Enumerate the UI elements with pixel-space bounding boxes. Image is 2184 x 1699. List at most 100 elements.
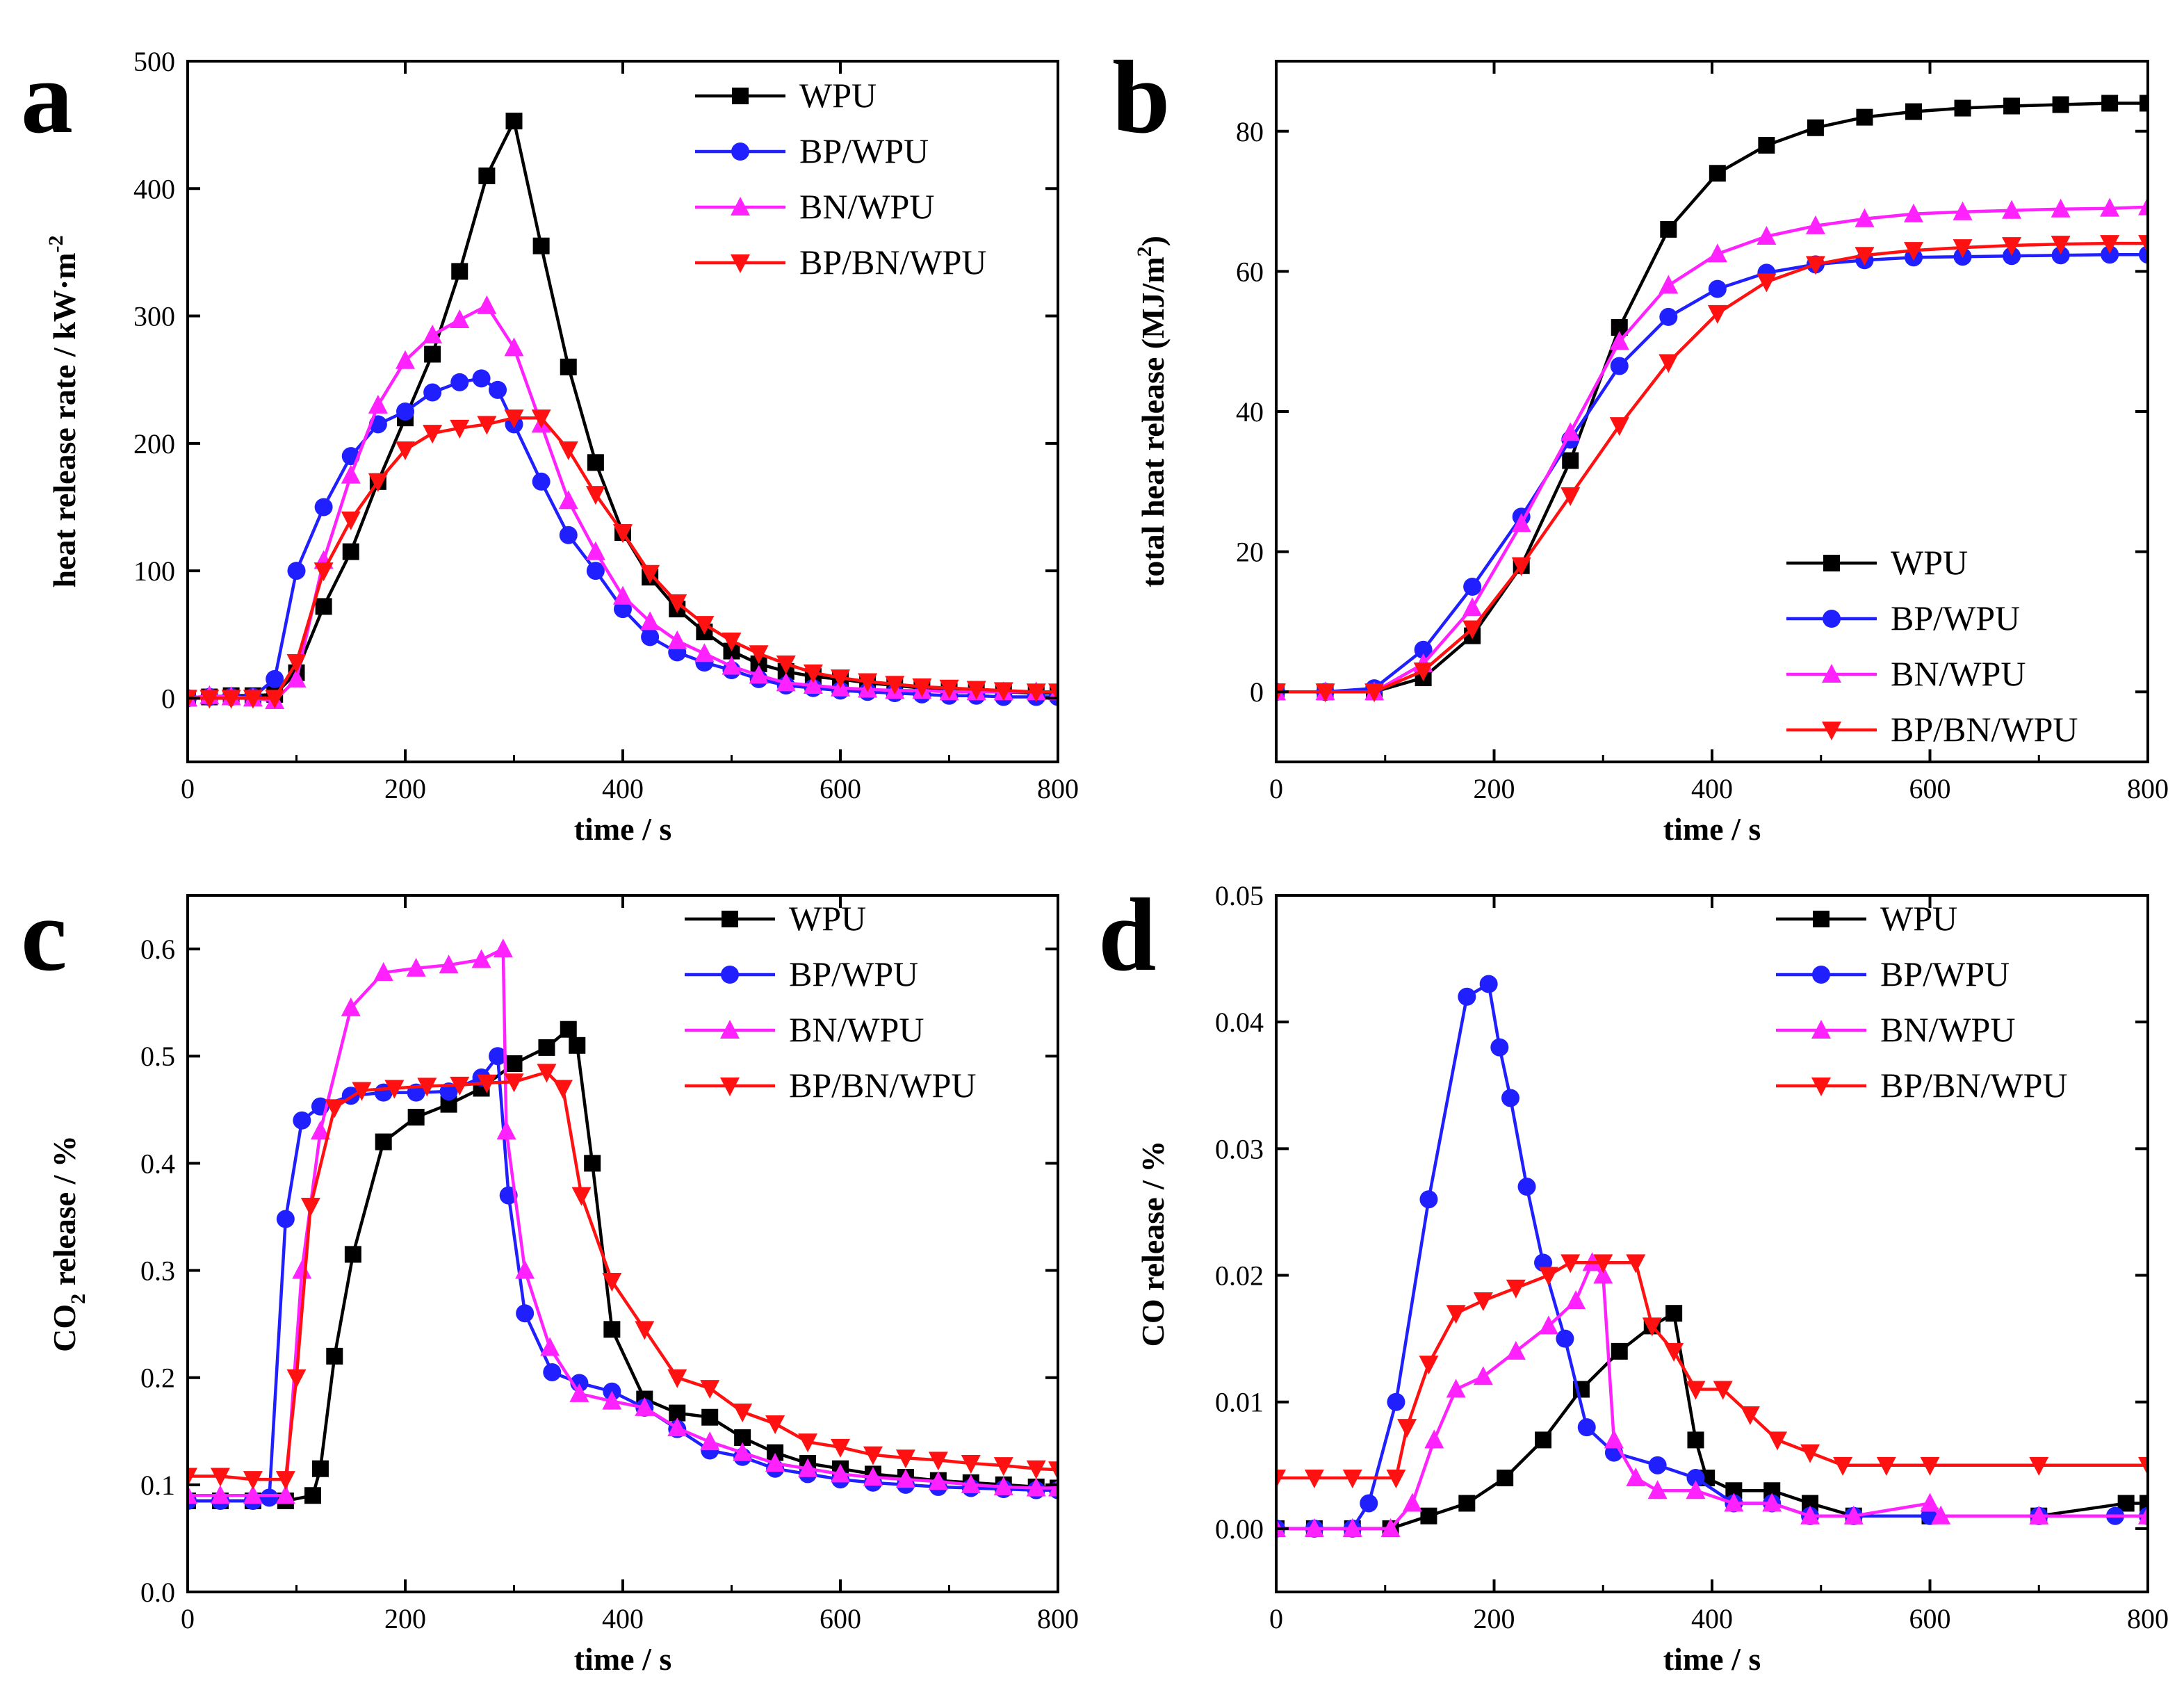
data-point-BN/WPU-5 xyxy=(286,668,307,688)
y-tick-label: 20 xyxy=(1236,537,1264,568)
data-point-BN/WPU-16 xyxy=(602,1390,622,1410)
data-point-BP/BN/WPU-26 xyxy=(928,1452,948,1471)
data-point-BN/WPU-13 xyxy=(1903,203,1923,222)
data-point-BN/WPU-26 xyxy=(928,1471,948,1490)
x-axis-label: time / s xyxy=(1663,1641,1761,1677)
data-point-WPU-6 xyxy=(1562,452,1579,469)
data-point-BN/WPU-30 xyxy=(1048,1477,1058,1497)
y-tick-label: 0.02 xyxy=(1215,1260,1264,1292)
data-point-BP/BN/WPU-20 xyxy=(733,1404,753,1423)
data-point-BN/WPU-22 xyxy=(798,1458,818,1477)
data-point-BN/WPU-25 xyxy=(895,1469,915,1488)
y-axis-label-subscript: 2 xyxy=(67,1294,90,1304)
data-point-BN/WPU-14 xyxy=(540,1337,560,1356)
data-point-BP/BN/WPU-4 xyxy=(265,690,285,709)
data-point-BN/WPU-5 xyxy=(1511,513,1531,533)
data-point-WPU-6 xyxy=(315,598,332,615)
data-point-BN/WPU-8 xyxy=(406,957,426,977)
legend-label-BN/WPU: BN/WPU xyxy=(1880,1010,2015,1049)
data-point-BP/BN/WPU-22 xyxy=(798,1433,818,1453)
data-point-BN/WPU-17 xyxy=(2100,197,2120,217)
data-point-BP/BN/WPU-9 xyxy=(1707,304,1727,324)
data-point-BP/BN/WPU-16 xyxy=(585,486,605,505)
data-point-WPU-8 xyxy=(1660,220,1677,238)
panel-d: 0 200 400 600 800 0.00 0.01 0.02 0.03 0.04 0.05 tim… xyxy=(1098,877,2169,1677)
data-point-WPU-9 xyxy=(1611,1342,1628,1360)
data-point-WPU-14 xyxy=(560,1021,577,1038)
data-point-BN/WPU-10 xyxy=(1566,1290,1586,1309)
panel-label: d xyxy=(1098,877,1156,993)
data-point-BP/WPU-3 xyxy=(1360,1494,1378,1513)
series-BP/BN/WPU xyxy=(1276,235,2148,703)
data-point-BP/BN/WPU-4 xyxy=(286,1369,307,1388)
data-point-WPU-7 xyxy=(344,1246,361,1263)
data-point-BN/WPU-9 xyxy=(1707,243,1727,263)
data-point-BP/BN/WPU-4 xyxy=(1462,620,1483,640)
data-point-BN/WPU-9 xyxy=(1538,1315,1558,1335)
data-point-WPU-12 xyxy=(1687,1431,1704,1449)
data-point-BN/WPU-9 xyxy=(439,954,459,974)
data-point-WPU-13 xyxy=(538,1039,555,1056)
panel-label: c xyxy=(21,877,67,993)
data-point-BP/WPU-13 xyxy=(1577,1418,1596,1437)
data-point-BN/WPU-10 xyxy=(1757,226,1777,245)
data-point-WPU-18 xyxy=(2140,95,2148,112)
y-tick-label: 60 xyxy=(1236,256,1264,287)
legend-marker-BP/WPU xyxy=(1823,610,1841,628)
data-point-WPU-20 xyxy=(701,1408,719,1426)
data-point-BP/WPU-10 xyxy=(423,383,442,402)
legend-marker-BN/WPU xyxy=(731,197,750,216)
data-point-WPU-10 xyxy=(1758,136,1775,154)
x-tick-label: 800 xyxy=(1037,1603,1079,1634)
data-point-BP/BN/WPU-10 xyxy=(423,425,443,444)
data-point-BP/BN/WPU-30 xyxy=(966,681,986,700)
data-point-BN/WPU-11 xyxy=(450,309,470,329)
data-point-BP/WPU-15 xyxy=(2003,247,2021,266)
data-point-BP/BN/WPU-15 xyxy=(571,1187,592,1206)
data-point-BP/BN/WPU-23 xyxy=(776,655,796,674)
data-point-BP/BN/WPU-0 xyxy=(188,1468,197,1487)
y-axis-label: CO release / % xyxy=(1135,1141,1171,1347)
legend-marker-BP/BN/WPU xyxy=(731,254,750,273)
legend-marker-WPU xyxy=(1813,911,1829,927)
data-point-BN/WPU-14 xyxy=(1953,201,1973,220)
x-axis-label: time / s xyxy=(574,811,672,847)
data-point-BP/BN/WPU-1 xyxy=(210,1468,230,1487)
data-point-BP/BN/WPU-18 xyxy=(667,1369,687,1388)
data-point-WPU-11 xyxy=(1665,1305,1683,1322)
data-point-BP/WPU-6 xyxy=(1458,987,1476,1006)
x-tick-label: 400 xyxy=(602,773,644,804)
data-point-BP/BN/WPU-5 xyxy=(1511,557,1531,576)
data-point-BP/BN/WPU-5 xyxy=(300,1198,320,1217)
y-axis-label: heat release rate / kW·m-2 xyxy=(44,235,82,587)
legend-marker-BP/BN/WPU xyxy=(1811,1078,1831,1096)
data-point-WPU-16 xyxy=(2052,96,2069,113)
data-point-BP/BN/WPU-12 xyxy=(477,416,497,435)
data-point-BN/WPU-4 xyxy=(292,1260,312,1279)
data-point-WPU-6 xyxy=(326,1347,343,1365)
data-point-BP/WPU-4 xyxy=(266,669,284,688)
data-point-BN/WPU-15 xyxy=(569,1383,589,1402)
data-point-BP/BN/WPU-19 xyxy=(1800,1444,1820,1463)
data-point-BP/BN/WPU-26 xyxy=(858,673,878,692)
data-point-BN/WPU-0 xyxy=(188,1485,197,1504)
data-point-BP/BN/WPU-11 xyxy=(1593,1254,1613,1274)
y-tick-label: 0.5 xyxy=(140,1041,175,1072)
data-point-BP/BN/WPU-9 xyxy=(1538,1267,1558,1286)
data-point-BN/WPU-11 xyxy=(1805,215,1825,234)
data-point-BP/BN/WPU-14 xyxy=(1953,239,1973,259)
x-tick-label: 200 xyxy=(384,773,426,804)
legend-marker-BP/WPU xyxy=(731,143,749,161)
legend-label-WPU: WPU xyxy=(799,76,877,115)
data-point-BP/WPU-15 xyxy=(532,472,551,491)
y-axis-label-suffix: ) xyxy=(1135,236,1171,246)
data-point-BN/WPU-19 xyxy=(1800,1505,1820,1525)
data-point-WPU-9 xyxy=(407,1109,425,1126)
data-point-BN/WPU-15 xyxy=(1647,1480,1668,1499)
data-point-BP/BN/WPU-18 xyxy=(1768,1431,1788,1451)
data-point-WPU-13 xyxy=(1905,103,1922,120)
data-point-BN/WPU-20 xyxy=(694,643,715,662)
x-tick-label: 0 xyxy=(1269,1603,1283,1634)
x-tick-label: 200 xyxy=(384,1603,426,1634)
